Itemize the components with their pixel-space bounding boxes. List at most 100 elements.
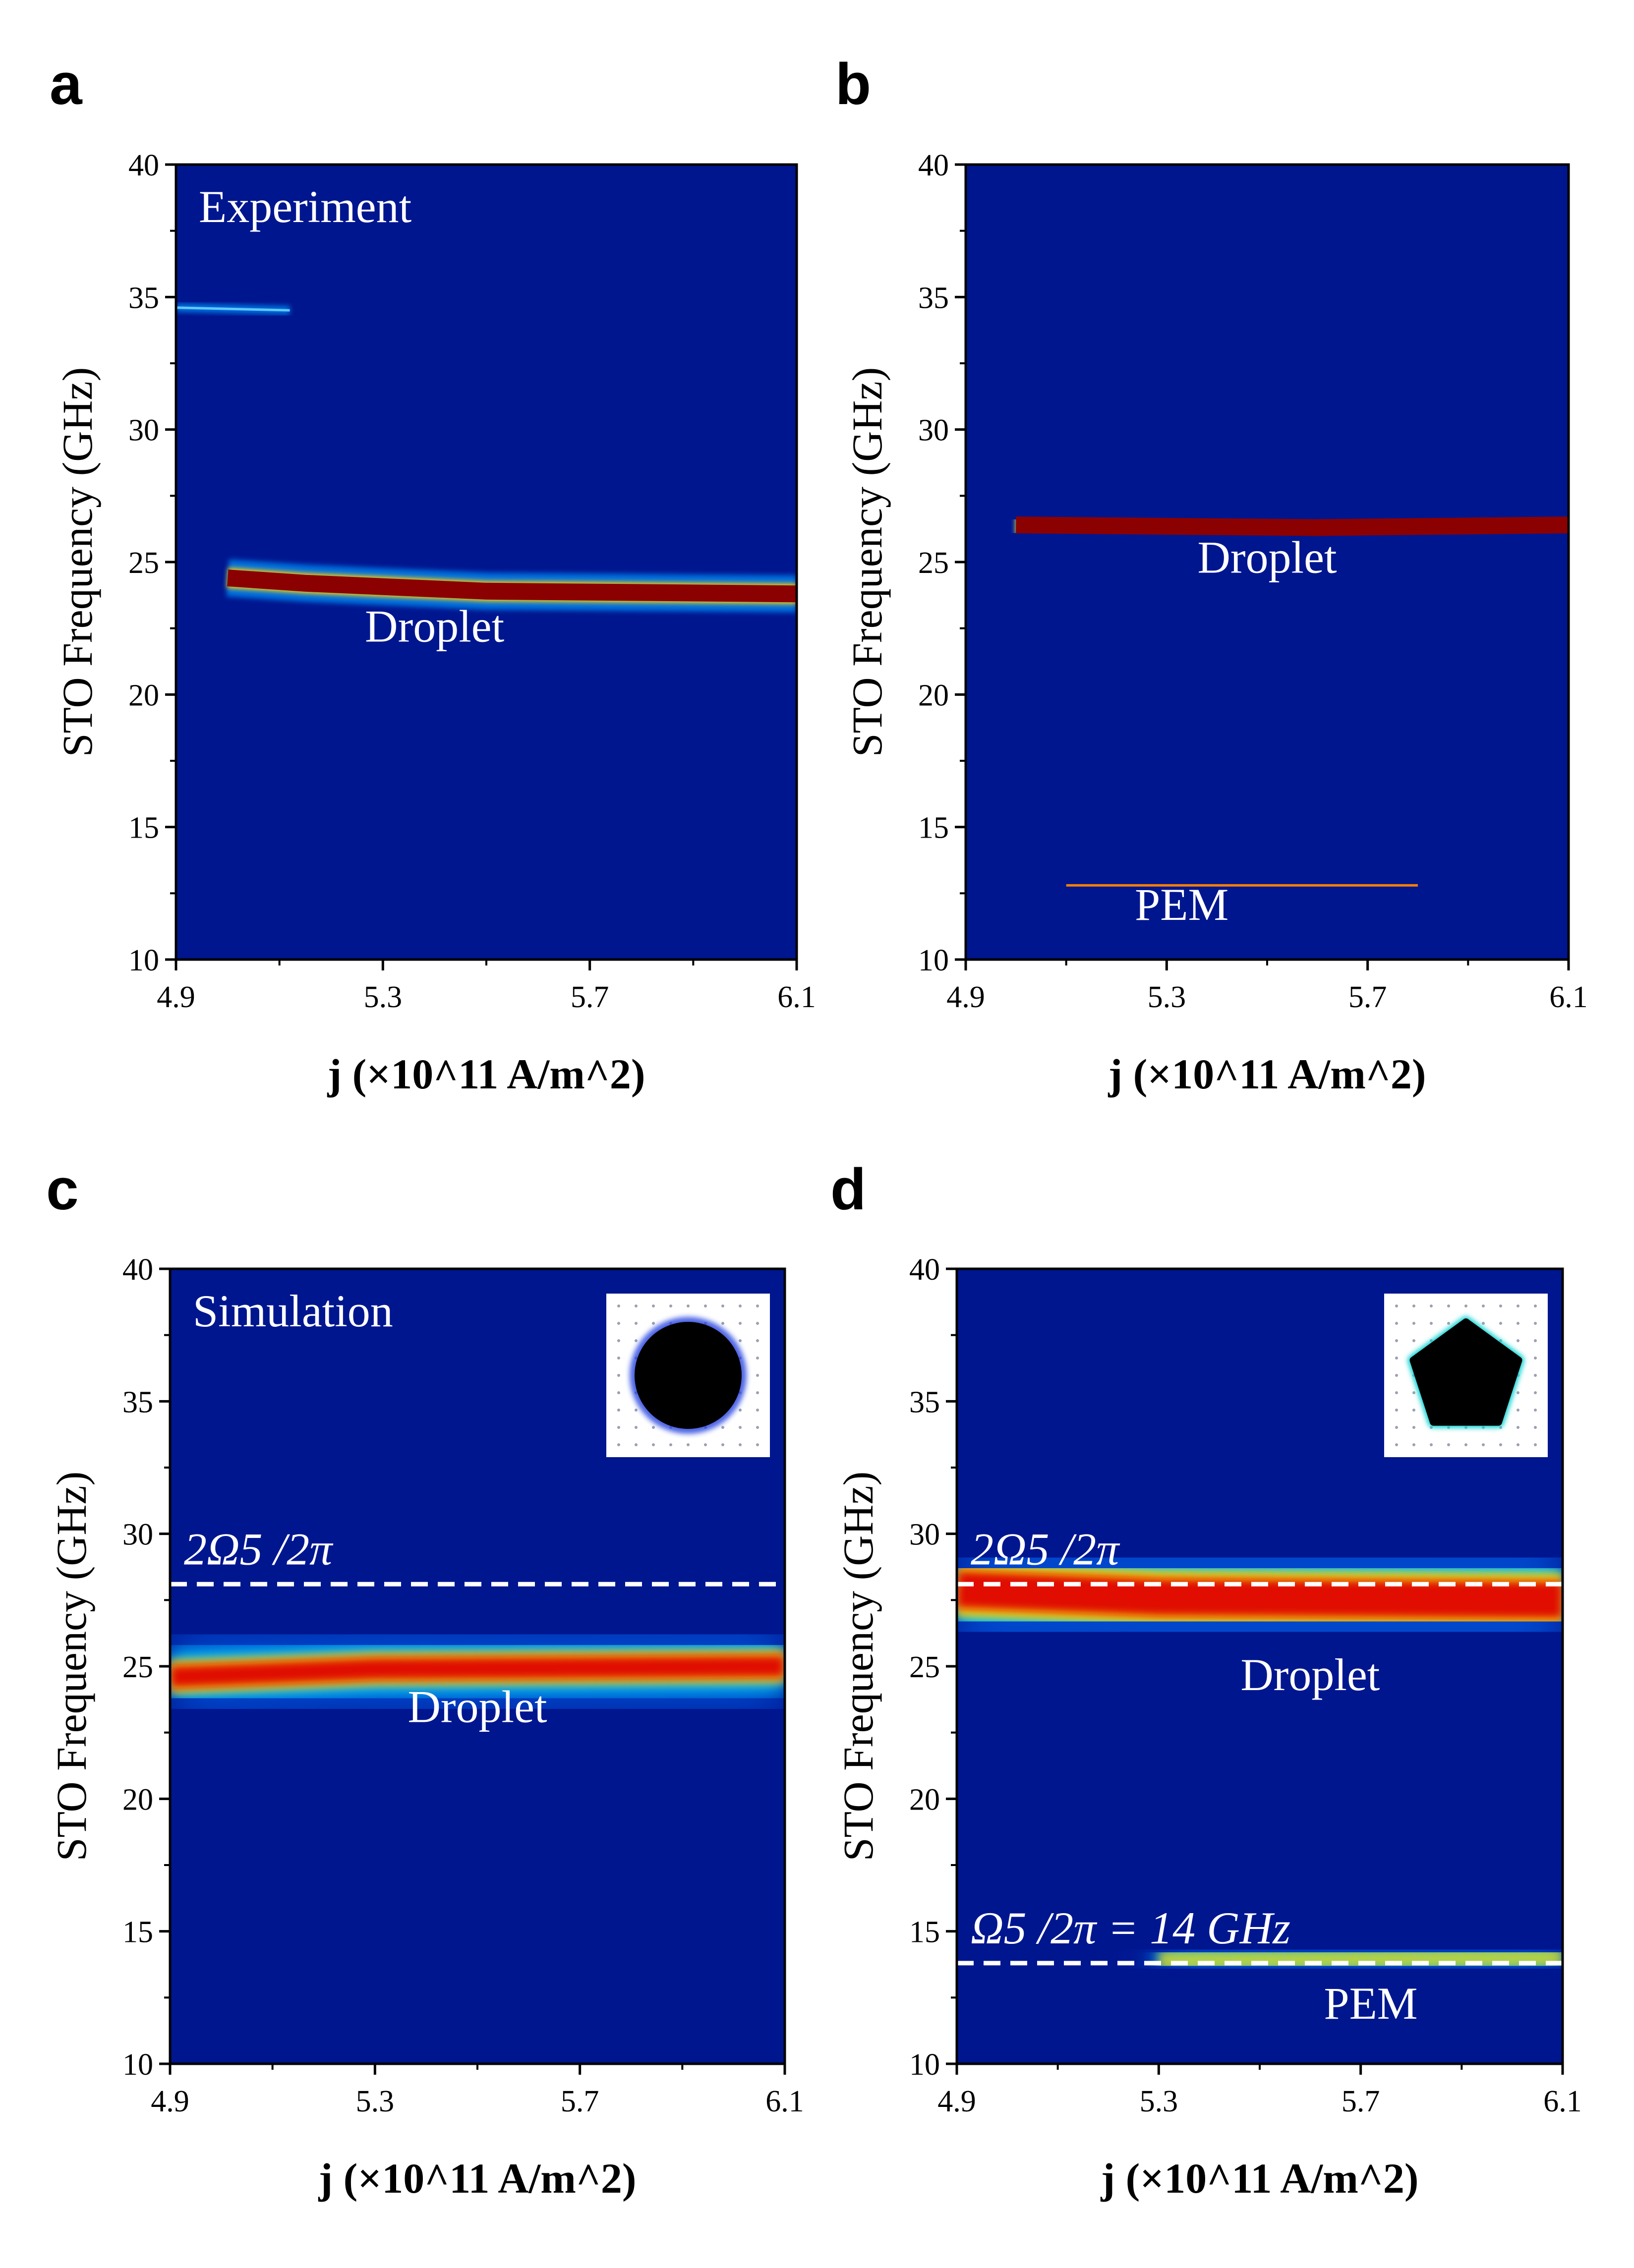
inset-vector-dot	[1412, 1391, 1415, 1394]
y-tick-label: 30	[909, 1518, 940, 1552]
inset-vector-dot	[1395, 1443, 1398, 1446]
inset-vector-dot	[652, 1443, 655, 1446]
series-core	[227, 569, 797, 603]
inset-vector-dot	[617, 1357, 620, 1360]
inset-vector-dot	[1517, 1322, 1519, 1325]
panel-c: c 2Ω5 /2π Simulation Droplet 10 15 20 25 30 35 40 4…	[46, 1157, 804, 2202]
inset-vector-dot	[669, 1443, 672, 1446]
panels-layer: a Experiment Droplet 10 15 20 25 30 35 40 4.9 5.3 5.…	[46, 52, 1588, 2202]
inset-vector-dot	[617, 1374, 620, 1377]
inset-vector-dot	[1395, 1409, 1398, 1412]
x-tick-label: 5.3	[1148, 980, 1186, 1014]
inset-vector-dot	[1517, 1391, 1519, 1394]
dashed-line-label-1: Ω5 /2π = 14 GHz	[971, 1903, 1290, 1953]
inset-vector-dot	[739, 1443, 742, 1446]
annotation-droplet: Droplet	[408, 1681, 547, 1732]
inset-vector-dot	[1395, 1374, 1398, 1377]
y-tick-label: 25	[918, 546, 949, 580]
plot-area	[176, 303, 797, 613]
y-tick-label: 40	[122, 1253, 153, 1287]
y-axis-title: STO Frequency (GHz)	[54, 367, 101, 757]
y-tick-label: 40	[128, 149, 159, 182]
inset-vector-dot	[652, 1304, 655, 1307]
annotation-droplet: Droplet	[1240, 1649, 1380, 1700]
y-tick-label: 20	[918, 679, 949, 712]
y-tick-label: 15	[128, 811, 159, 845]
inset-vector-dot	[617, 1322, 620, 1325]
inset-vector-dot	[756, 1443, 759, 1446]
y-tick-label: 40	[918, 149, 949, 182]
inset-vector-dot	[652, 1322, 655, 1325]
y-tick-label: 30	[918, 414, 949, 448]
inset-vector-dot	[739, 1304, 742, 1307]
inset-vector-dot	[1430, 1322, 1433, 1325]
x-tick-label: 5.3	[1140, 2085, 1178, 2118]
series-core	[170, 1655, 785, 1689]
annotation-pem: PEM	[1135, 879, 1228, 930]
inset-vector-dot	[1517, 1339, 1519, 1342]
series-core	[957, 1570, 1563, 1619]
panel-title: Experiment	[199, 181, 412, 232]
y-tick-label: 15	[122, 1916, 153, 1949]
y-tick-label: 25	[122, 1650, 153, 1684]
inset-vector-dot	[704, 1304, 707, 1307]
x-axis-title: j (×10^11 A/m^2)	[318, 2155, 636, 2202]
y-tick-label: 20	[909, 1783, 940, 1816]
inset-vector-dot	[756, 1322, 759, 1325]
y-tick-label: 35	[909, 1385, 940, 1419]
inset-vector-dot	[1447, 1304, 1450, 1307]
inset-vector-dot	[1517, 1304, 1519, 1307]
inset-vector-dot	[739, 1409, 742, 1412]
annotation-droplet: Droplet	[365, 601, 504, 651]
inset-vector-dot	[1482, 1322, 1485, 1325]
series-pem-1	[1158, 1930, 1563, 1988]
panel-letter: d	[830, 1157, 866, 1222]
x-tick-label: 4.9	[946, 980, 985, 1014]
inset-vector-dot	[1412, 1426, 1415, 1429]
plot-area	[170, 1582, 785, 1725]
y-tick-label: 40	[909, 1253, 940, 1287]
inset-vector-dot	[617, 1443, 620, 1446]
y-tick-label: 10	[918, 944, 949, 977]
panel-title: Simulation	[193, 1286, 393, 1336]
y-tick-label: 15	[918, 811, 949, 845]
x-tick-label: 5.7	[1342, 2085, 1380, 2118]
y-tick-label: 25	[128, 546, 159, 580]
panel-b: b Droplet PEM 10 15 20 25 30 35 40 4.9 5.3 5.7 6.1 STO…	[835, 52, 1588, 1098]
inset-vector-dot	[635, 1339, 638, 1342]
plot-area	[1015, 506, 1569, 890]
x-tick-label: 5.7	[561, 2085, 599, 2118]
x-tick-label: 5.7	[1348, 980, 1387, 1014]
series-weak-1	[176, 303, 290, 315]
inset-vector-dot	[1534, 1322, 1537, 1325]
x-tick-label: 6.1	[1549, 980, 1588, 1014]
inset-vector-dot	[1534, 1409, 1537, 1412]
inset-vector-dot	[1517, 1443, 1519, 1446]
dashed-line-label-0: 2Ω5 /2π	[184, 1524, 334, 1574]
inset-vector-dot	[617, 1409, 620, 1412]
inset-vector-dot	[1412, 1304, 1415, 1307]
inset-vector-dot	[1464, 1304, 1467, 1307]
inset-vector-dot	[617, 1339, 620, 1342]
panel-letter: b	[835, 52, 871, 117]
inset-vector-dot	[739, 1322, 742, 1325]
dashed-line-label-0: 2Ω5 /2π	[971, 1524, 1120, 1574]
inset-vector-dot	[1499, 1304, 1502, 1307]
inset-vector-dot	[1412, 1322, 1415, 1325]
y-tick-label: 30	[122, 1518, 153, 1552]
inset-vector-dot	[1517, 1426, 1519, 1429]
y-tick-label: 20	[128, 679, 159, 712]
inset-vector-dot	[721, 1322, 724, 1325]
x-tick-label: 4.9	[157, 980, 195, 1014]
inset-vector-dot	[669, 1304, 672, 1307]
x-tick-label: 5.3	[364, 980, 403, 1014]
x-tick-label: 5.3	[356, 2085, 395, 2118]
inset-vector-dot	[704, 1443, 707, 1446]
x-tick-label: 4.9	[937, 2085, 976, 2118]
x-tick-label: 6.1	[1543, 2085, 1582, 2118]
y-tick-label: 35	[128, 281, 159, 315]
inset-vector-dot	[1534, 1357, 1537, 1360]
series-core	[1016, 516, 1569, 536]
y-axis-title: STO Frequency (GHz)	[834, 1472, 882, 1862]
